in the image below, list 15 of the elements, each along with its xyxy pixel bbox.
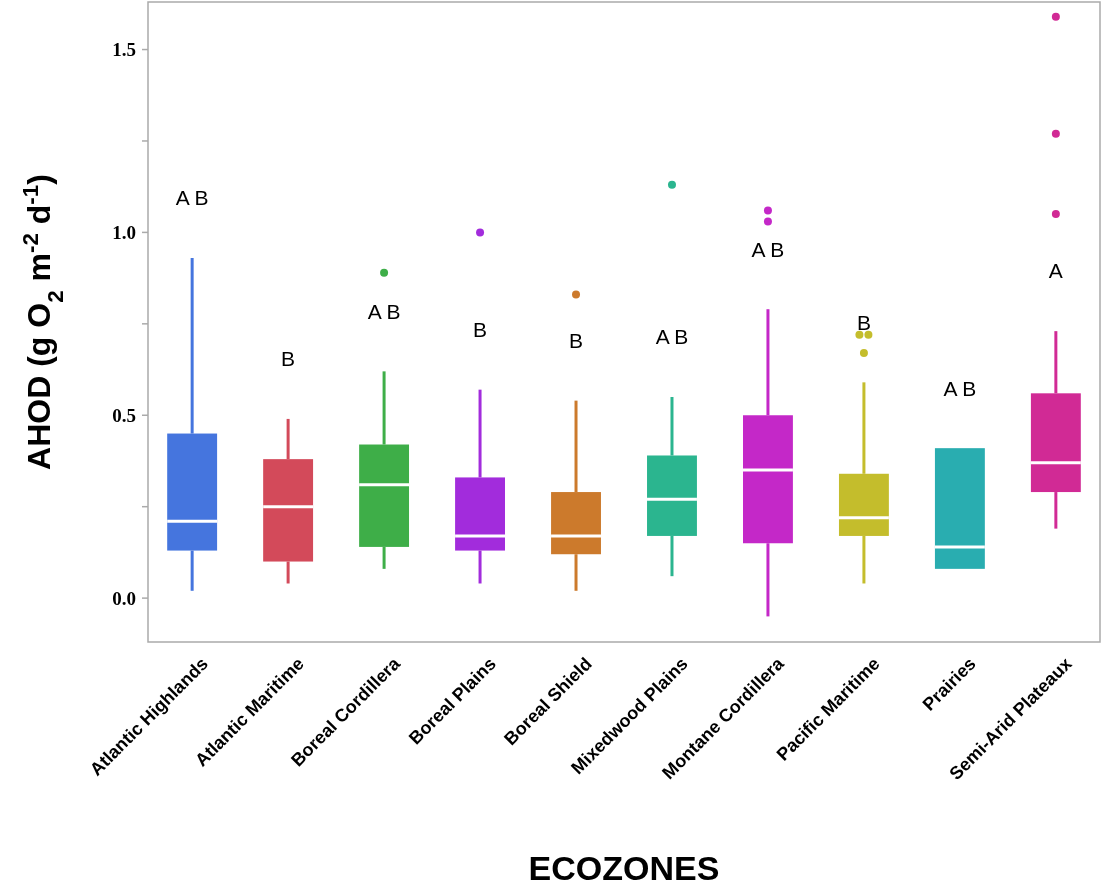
y-tick-label: 0.0: [112, 587, 136, 609]
annotation: A B: [367, 299, 401, 323]
annotation: A B: [655, 325, 689, 349]
annotation: B: [473, 318, 488, 342]
annotation: A B: [751, 237, 785, 261]
x-axis-title: ECOZONES: [528, 849, 720, 887]
y-tick-label: 1.0: [112, 222, 136, 244]
annotation: A B: [175, 186, 209, 210]
y-tick-label: 0.5: [112, 404, 136, 426]
y-tick-label: 1.5: [112, 39, 136, 61]
annotation: B: [856, 310, 871, 334]
annotation: A B: [943, 376, 977, 400]
annotation: B: [281, 347, 296, 371]
annotation: A: [1048, 259, 1063, 283]
annotation: B: [569, 328, 584, 352]
